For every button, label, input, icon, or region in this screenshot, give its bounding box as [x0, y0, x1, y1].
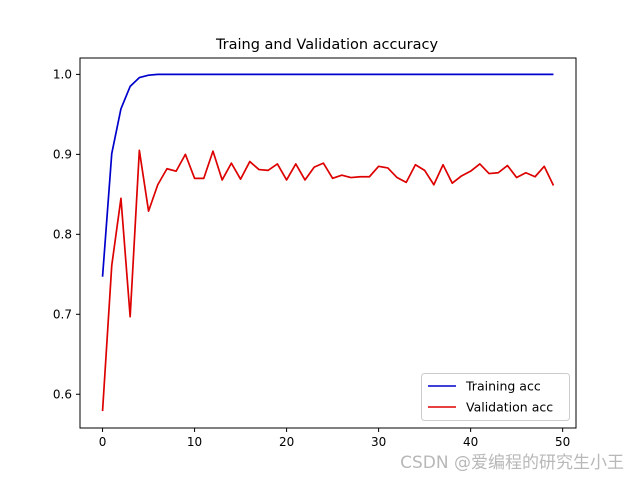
- x-tick-label: 0: [99, 435, 107, 449]
- x-tick-label: 30: [371, 435, 386, 449]
- series-line-validation-acc: [101, 149, 555, 412]
- watermark-text: CSDN @爱编程的研究生小王: [400, 453, 624, 473]
- x-tick-label: 20: [279, 435, 294, 449]
- chart-title: Traing and Validation accuracy: [215, 37, 439, 53]
- x-axis: 0 10 20 30 40 50: [99, 428, 570, 449]
- legend-label-training-acc: Training acc: [465, 379, 541, 394]
- y-tick-label: 1.0: [53, 68, 72, 82]
- y-axis: 0.6 0.7 0.8 0.9 1.0: [53, 68, 80, 402]
- legend: Training acc Validation acc: [421, 373, 570, 421]
- legend-label-validation-acc: Validation acc: [466, 400, 553, 415]
- x-tick-label: 10: [187, 435, 202, 449]
- series-lines: [101, 73, 555, 412]
- x-tick-label: 40: [463, 435, 478, 449]
- y-tick-label: 0.6: [53, 388, 72, 402]
- legend-box: [421, 373, 570, 421]
- y-tick-label: 0.8: [53, 228, 72, 242]
- y-tick-label: 0.7: [53, 308, 72, 322]
- plot-area-frame: [79, 57, 577, 429]
- x-tick-label: 50: [555, 435, 570, 449]
- y-tick-label: 0.9: [53, 148, 72, 162]
- series-line-training-acc: [101, 73, 554, 277]
